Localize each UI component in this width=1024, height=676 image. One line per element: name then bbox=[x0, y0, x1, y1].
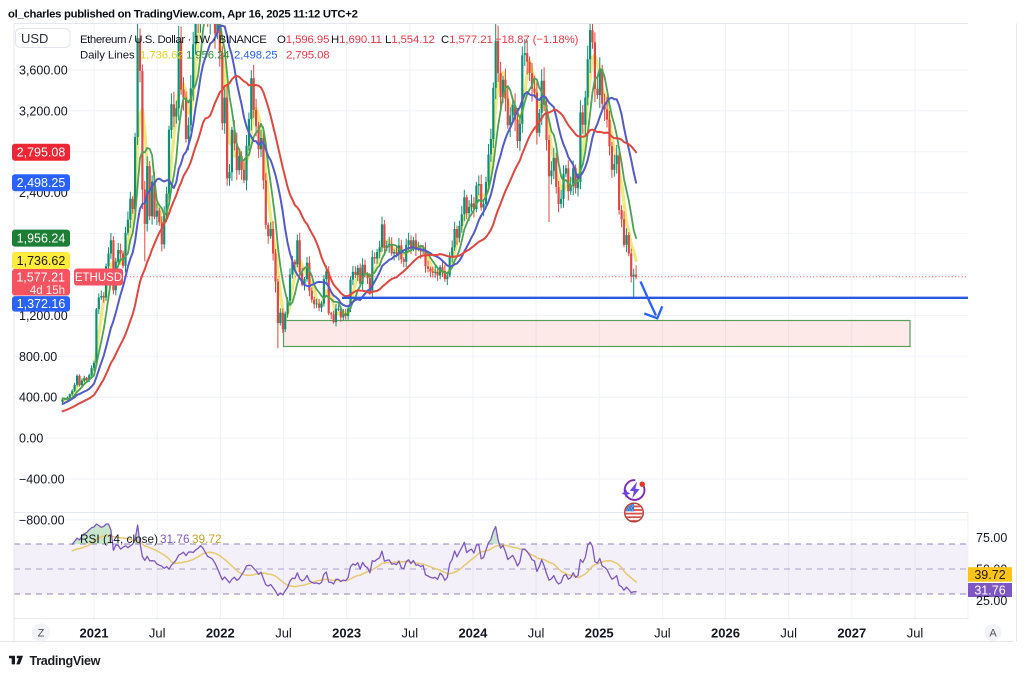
svg-text:Ethereum / U.S. Dollar · 1W ·: Ethereum / U.S. Dollar · 1W · BINANCE O1,… bbox=[80, 34, 579, 46]
svg-text:1,372.16: 1,372.16 bbox=[17, 297, 66, 311]
svg-text:25.00: 25.00 bbox=[976, 594, 1007, 608]
svg-text:TradingView: TradingView bbox=[30, 654, 101, 668]
svg-text:2024: 2024 bbox=[458, 626, 488, 641]
svg-text:1,200.00: 1,200.00 bbox=[19, 309, 68, 323]
svg-text:3,600.00: 3,600.00 bbox=[19, 64, 68, 78]
svg-text:Jul: Jul bbox=[528, 626, 545, 641]
svg-text:Jul: Jul bbox=[149, 626, 166, 641]
svg-text:2027: 2027 bbox=[837, 626, 866, 641]
svg-text:USD: USD bbox=[21, 31, 48, 46]
svg-text:4d 15h: 4d 15h bbox=[30, 285, 65, 297]
svg-text:0.00: 0.00 bbox=[19, 432, 43, 446]
svg-text:Jul: Jul bbox=[401, 626, 418, 641]
svg-text:2025: 2025 bbox=[585, 626, 614, 641]
svg-text:39.72: 39.72 bbox=[974, 568, 1005, 582]
svg-text:2,498.25: 2,498.25 bbox=[17, 176, 66, 190]
svg-text:ol_charles published on Tradin: ol_charles published on TradingView.com,… bbox=[8, 9, 358, 21]
svg-text:2021: 2021 bbox=[80, 626, 109, 641]
svg-text:Jul: Jul bbox=[907, 626, 924, 641]
svg-text:800.00: 800.00 bbox=[19, 350, 57, 364]
svg-text:Z: Z bbox=[38, 628, 45, 640]
svg-text:2,795.08: 2,795.08 bbox=[17, 146, 66, 160]
svg-text:A: A bbox=[989, 628, 997, 640]
svg-text:1,577.21: 1,577.21 bbox=[16, 271, 65, 285]
svg-text:2023: 2023 bbox=[332, 626, 361, 641]
svg-text:ETHUSD: ETHUSD bbox=[75, 272, 122, 284]
svg-text:−800.00: −800.00 bbox=[19, 513, 65, 527]
svg-text:Jul: Jul bbox=[275, 626, 292, 641]
svg-text:Jul: Jul bbox=[654, 626, 671, 641]
svg-text:75.00: 75.00 bbox=[976, 531, 1007, 545]
svg-text:2022: 2022 bbox=[206, 626, 235, 641]
svg-text:2026: 2026 bbox=[711, 626, 740, 641]
svg-text:1,956.24: 1,956.24 bbox=[17, 232, 66, 246]
svg-text:31.76: 31.76 bbox=[974, 583, 1005, 597]
svg-text:−400.00: −400.00 bbox=[19, 473, 65, 487]
svg-text:400.00: 400.00 bbox=[19, 391, 57, 405]
svg-text:Jul: Jul bbox=[780, 626, 797, 641]
svg-text:3,200.00: 3,200.00 bbox=[19, 104, 68, 118]
svg-text:1,736.62: 1,736.62 bbox=[17, 254, 66, 268]
